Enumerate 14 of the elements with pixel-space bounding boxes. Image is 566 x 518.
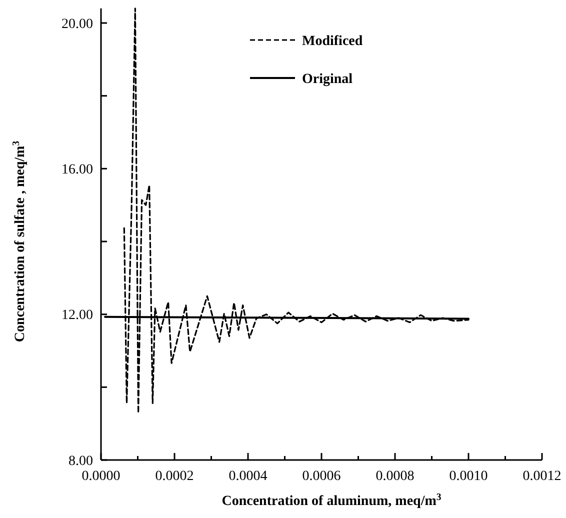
legend-label: Original bbox=[302, 72, 353, 87]
x-tick-label: 0.0012 bbox=[522, 469, 562, 484]
y-tick-label: 16.00 bbox=[62, 162, 93, 178]
x-tick-label: 0.0006 bbox=[302, 469, 341, 484]
x-axis-title: Concentration of aluminum, meq/m$^{3}$ bbox=[222, 492, 442, 509]
x-tick-label: 0.0002 bbox=[155, 469, 194, 484]
y-tick-label: 20.00 bbox=[62, 16, 93, 32]
y-tick-label: 8.00 bbox=[68, 454, 93, 469]
y-tick-label: 12.00 bbox=[62, 308, 93, 324]
x-tick-label: 0.0004 bbox=[228, 469, 268, 484]
legend-label: Modificed bbox=[302, 34, 363, 49]
x-tick-label: 0.0010 bbox=[449, 469, 488, 484]
x-tick-label: 0.0000 bbox=[82, 469, 120, 484]
x-tick-label: 0.0008 bbox=[376, 469, 414, 484]
